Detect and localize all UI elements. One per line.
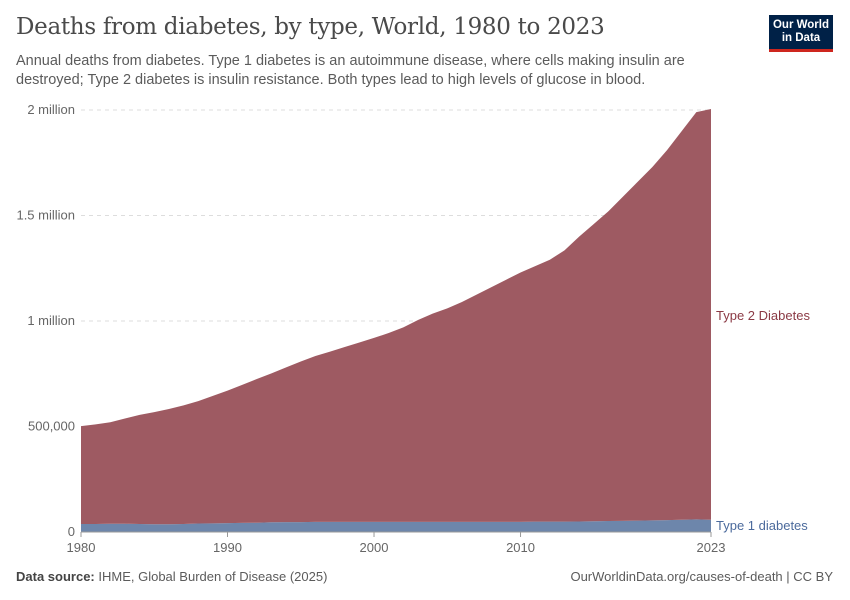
y-tick-label: 1.5 million	[16, 208, 75, 223]
chart-title: Deaths from diabetes, by type, World, 19…	[16, 14, 605, 40]
data-source: Data source: IHME, Global Burden of Dise…	[16, 569, 327, 584]
stacked-area-chart: 0 500,000 1 million 1.5 million 2 million 198…	[16, 102, 810, 555]
footer-link[interactable]: OurWorldinData.org/causes-of-death | CC …	[570, 569, 833, 584]
data-source-value: IHME, Global Burden of Disease (2025)	[98, 569, 328, 584]
logo-line-1: Our World	[772, 19, 829, 31]
y-tick-label: 500,000	[28, 419, 75, 434]
series-label: Type 2 Diabetes	[716, 308, 810, 323]
x-tick-label: 2000	[360, 540, 389, 555]
x-tick-label: 1980	[67, 540, 96, 555]
y-tick-label: 0	[68, 524, 75, 539]
y-tick-label: 2 million	[27, 102, 75, 117]
x-tick-label: 2010	[506, 540, 535, 555]
y-tick-label: 1 million	[27, 313, 75, 328]
owid-logo[interactable]: Our World in Data	[769, 15, 833, 52]
x-tick-label: 2023	[697, 540, 726, 555]
area-type-2-diabetes	[81, 108, 711, 525]
x-tick-label: 1990	[213, 540, 242, 555]
data-source-label: Data source:	[16, 569, 95, 584]
series-label: Type 1 diabetes	[716, 518, 808, 533]
area-type-1-diabetes	[81, 519, 711, 532]
chart-subtitle: Annual deaths from diabetes. Type 1 diab…	[16, 53, 685, 88]
logo-line-2: in Data	[781, 32, 821, 44]
